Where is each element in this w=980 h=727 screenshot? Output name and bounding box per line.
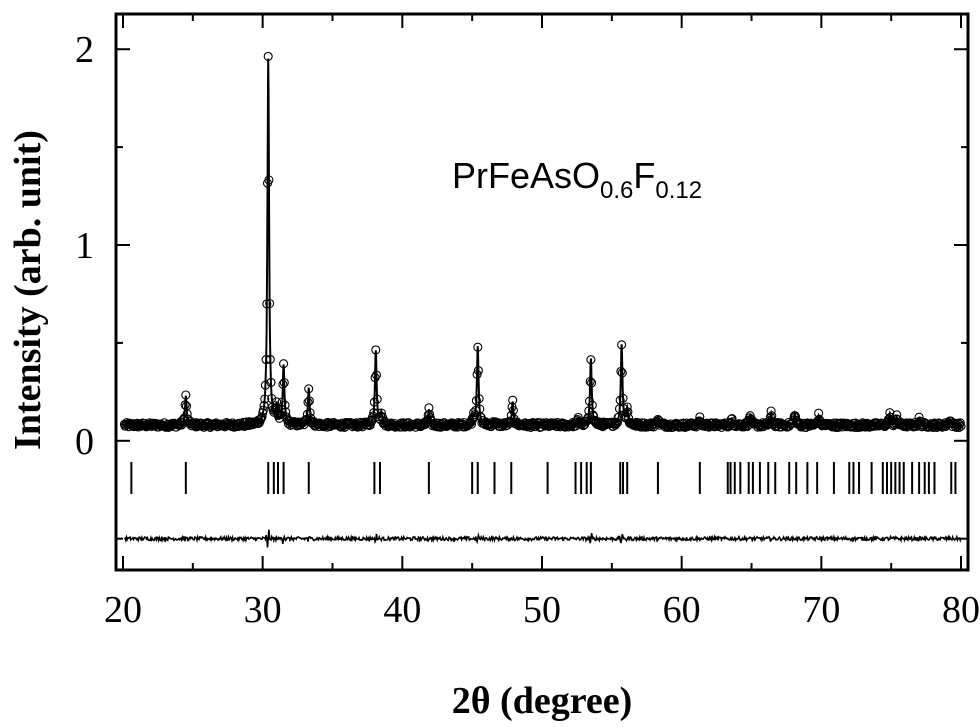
observed-point [259,401,269,411]
compound-label: PrFeAsO0.6F0.12 [452,155,702,204]
observed-point [622,402,632,412]
observed-point [272,397,282,407]
y-axis-title: Intensity (arb. unit) [7,130,49,450]
observed-point [621,408,632,418]
compound-label-sub1: 0.6 [600,177,633,204]
observed-point [277,397,287,407]
observed-point [304,384,314,394]
observed-data-points [119,51,966,433]
observed-point [304,396,314,406]
observed-point [955,418,965,428]
observed-point [371,345,381,355]
x-tick-label-2: 40 [383,589,421,631]
x-tick-label-1: 30 [244,589,282,631]
x-tick-label-5: 70 [802,589,840,631]
observed-point [281,407,291,417]
observed-point [616,366,626,376]
compound-label-main: PrFeAsO [452,155,600,196]
x-tick-label-4: 60 [663,589,701,631]
observed-point [956,421,966,431]
observed-point [254,418,264,428]
observed-point [612,418,622,428]
observed-point [615,395,625,405]
observed-point [265,354,275,364]
observed-point [260,380,270,390]
observed-point [257,412,267,422]
x-tick-label-0: 20 [104,589,142,631]
observed-point [367,416,377,427]
observed-point [258,405,268,415]
observed-point [261,355,271,365]
observed-point [471,405,481,415]
x-axis-title: 2θ (degree) [452,680,633,722]
compound-label-sub2: 0.12 [655,177,702,204]
calculated-profile-line [124,58,961,427]
observed-point [508,395,518,405]
observed-point [263,51,273,61]
observed-point [260,394,270,404]
observed-point [376,408,386,418]
observed-point [766,406,776,416]
observed-point [618,393,628,403]
observed-point [466,419,477,429]
observed-point [264,175,274,185]
observed-point [256,414,266,424]
x-tick-label-3: 50 [523,589,561,631]
observed-point [587,378,597,388]
observed-point [767,411,777,421]
x-axis-ticks: 20 30 40 50 60 70 80 [104,14,980,631]
y-axis-ticks: 0 1 2 [75,29,968,540]
observed-point [369,397,379,407]
observed-point [278,379,288,389]
observed-point [765,412,775,422]
observed-point [180,400,190,410]
y-tick-label-0: 0 [75,421,94,463]
plot-frame [114,12,970,572]
observed-point [266,377,276,387]
y-tick-label-1: 1 [75,225,94,267]
observed-point [262,299,272,309]
observed-point [425,409,435,419]
observed-point [589,411,599,421]
observed-point [276,409,286,420]
difference-curve [123,529,962,548]
observed-point [471,396,481,406]
observed-point [587,400,597,410]
observed-point [586,355,596,365]
x-tick-label-6: 80 [942,589,980,631]
observed-point [424,403,434,413]
observed-point [178,415,188,425]
observed-point [463,420,473,430]
observed-point [623,407,633,417]
observed-point [472,369,482,379]
observed-point [470,410,480,420]
observed-point [473,366,483,376]
observed-point [280,400,290,410]
observed-point [265,298,275,309]
observed-point [617,340,627,350]
observed-point [305,408,315,418]
observed-point [474,394,484,404]
observed-point [371,370,382,380]
bragg-reflection-markers [130,462,957,494]
observed-point [617,368,627,378]
compound-label-mid: F [633,155,655,196]
observed-point [279,378,289,388]
observed-point [585,376,595,387]
observed-point [279,359,289,369]
observed-point [267,393,277,404]
y-tick-label-2: 2 [75,29,94,71]
observed-point [473,342,483,352]
observed-point [303,397,313,407]
observed-point [181,390,191,400]
observed-point [372,394,382,404]
observed-point [161,421,171,431]
